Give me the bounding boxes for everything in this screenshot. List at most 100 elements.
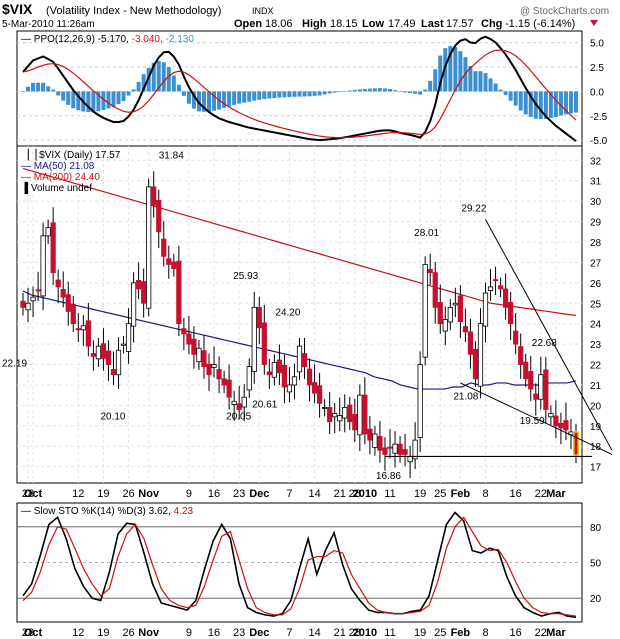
candle-body (221, 378, 227, 386)
ppo-histogram-bar (247, 91, 252, 102)
candle-body (508, 302, 514, 325)
ppo-histogram-bar (503, 91, 508, 96)
candle-body (457, 295, 463, 323)
candle-body (176, 260, 182, 325)
ppo-histogram-bar (398, 91, 403, 92)
candle-body (115, 349, 122, 376)
price-tick-label: 17 (590, 463, 602, 474)
candle-body (352, 413, 358, 431)
ppo-histogram-bar (403, 91, 408, 93)
ppo-histogram-bar (433, 69, 438, 92)
candle-body (407, 456, 413, 463)
candle-body (236, 403, 242, 410)
price-tick-label: 21 (590, 381, 602, 392)
ppo-legend: — PPO(12,26,9) -5.170, -3.040, -2.130 (21, 34, 194, 45)
x-tick-label-bottom: 19 (97, 627, 109, 639)
ppo-histogram-bar (367, 88, 372, 92)
x-tick-label: Mar (546, 488, 566, 500)
price-annotation: 29.22 (461, 203, 486, 214)
ppo-histogram-bar (292, 91, 297, 97)
candle-body (100, 343, 107, 359)
price-annotation: 20.05 (226, 412, 251, 423)
price-panel: 32 31 30 29 28 27 26 25 24 23 22 21 20 19 18 17 22.19 31.… (2, 145, 613, 484)
price-legend-ma50: — MA(50) 21.08 (21, 161, 95, 172)
candle-body (492, 279, 499, 282)
candle-body (25, 302, 31, 311)
candle-body (30, 296, 36, 302)
candle-body (513, 330, 519, 345)
ppo-histogram-bar (448, 46, 453, 92)
ppo-histogram-bar (116, 91, 121, 105)
candle-body (226, 379, 232, 398)
price-annotation: 20.61 (252, 399, 277, 410)
ppo-histogram-bar (277, 91, 282, 98)
candle-body (472, 349, 479, 380)
ppo-histogram-bar (106, 91, 111, 109)
ppo-tick-label: -2.5 (590, 112, 608, 123)
candle-body (306, 368, 313, 386)
price-annotation: 24.20 (275, 308, 300, 319)
ppo-histogram-bar (568, 91, 573, 114)
x-tick-label: 23 (233, 488, 245, 500)
candle-body (171, 261, 177, 269)
ppo-histogram-bar (76, 91, 81, 111)
ppo-legend-value-signal: -3.040, (132, 34, 166, 45)
candle-body (337, 415, 343, 422)
ppo-histogram-bar (357, 89, 362, 92)
candle-body (141, 281, 147, 304)
last-label: Last (421, 18, 444, 30)
sto-legend: — Slow STO %K(14) %D(3) 3.62, 4.23 (21, 506, 194, 517)
ppo-histogram-bar (222, 91, 227, 108)
candle-body (261, 322, 267, 365)
candle-body (276, 359, 282, 374)
ppo-histogram-bar (212, 91, 217, 111)
candle-body (20, 300, 26, 308)
ppo-histogram-bar (543, 91, 548, 119)
candle-body (50, 222, 56, 274)
ppo-histogram-bar (201, 91, 206, 112)
x-tick-label: Oct (24, 488, 43, 500)
candle-body (357, 394, 363, 436)
ppo-histogram-bar (393, 90, 398, 92)
sto-tick-label: 20 (590, 594, 602, 605)
candle-body (60, 288, 66, 298)
ppo-histogram-bar (272, 91, 277, 98)
candle-body (166, 258, 172, 265)
price-annotation: 25.93 (233, 271, 258, 282)
x-tick-label-bottom: 21 (334, 627, 346, 639)
x-tick-label-bottom: 28 (22, 627, 34, 639)
ppo-histogram-bar (257, 91, 262, 100)
candle-body (286, 384, 293, 393)
candle-body (412, 439, 418, 460)
candle-body (482, 292, 489, 327)
ppo-histogram-bar (418, 91, 423, 95)
x-tick-label: 14 (308, 488, 320, 500)
x-tick-label-bottom: 14 (308, 627, 320, 639)
candle-body (55, 279, 61, 288)
ppo-histogram-bar (428, 80, 433, 92)
sto-tick-label: 80 (590, 523, 602, 534)
price-tick-label: 31 (590, 177, 602, 188)
exchange-label: INDX (252, 6, 274, 16)
candle-body (216, 369, 222, 380)
ppo-histogram-bar (267, 91, 272, 99)
candle-body (85, 320, 91, 347)
ppo-histogram-bar (423, 89, 428, 92)
candle-body (497, 285, 504, 290)
candle-body (367, 428, 373, 441)
x-tick-label-bottom: Dec (249, 627, 269, 639)
ppo-histogram-bar (181, 91, 186, 96)
candle-body (477, 323, 484, 387)
ppo-histogram-bar (337, 91, 342, 93)
x-tick-label: 2010 (353, 488, 377, 500)
price-annotation: 28.01 (414, 228, 439, 239)
ppo-histogram-bar (307, 91, 312, 97)
price-tick-label: 32 (590, 156, 602, 167)
x-tick-label-bottom: 11 (384, 627, 395, 639)
candle-body (382, 447, 388, 455)
x-tick-label-bottom: 16 (510, 627, 522, 639)
candle-body (105, 350, 112, 365)
x-tick-label-bottom: 25 (434, 627, 446, 639)
